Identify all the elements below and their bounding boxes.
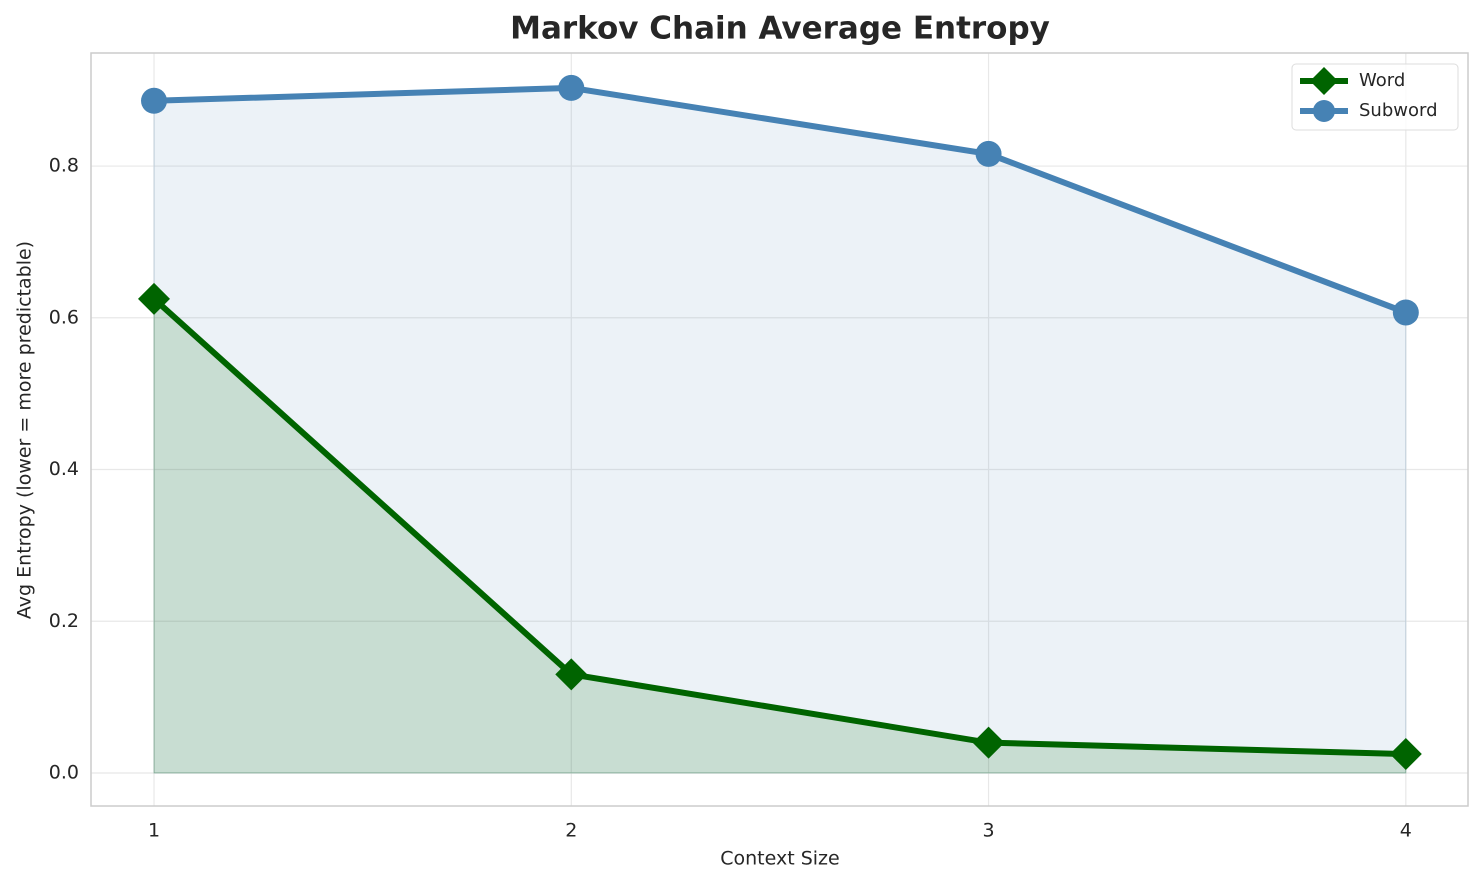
x-tick-label: 2 (565, 820, 577, 842)
plot-frame (90, 52, 1469, 807)
marker (1310, 67, 1338, 95)
marker (1313, 100, 1335, 122)
y-tick-label: 0.6 (49, 306, 79, 328)
legend-label: Word (1359, 70, 1405, 91)
marker (558, 74, 585, 101)
marker (1389, 738, 1422, 771)
marker (555, 658, 588, 691)
legend-label: Subword (1359, 100, 1438, 121)
y-tick-label: 0.2 (49, 610, 79, 632)
line (153, 84, 1407, 316)
x-axis-label: Context Size (720, 848, 839, 870)
y-tick-label: 0.4 (49, 458, 79, 480)
marker (972, 726, 1005, 759)
line (152, 296, 1406, 758)
marker (141, 87, 168, 114)
marker (138, 282, 171, 315)
x-tick-label: 3 (983, 820, 995, 842)
y-axis-label: Avg Entropy (lower = more predictable) (14, 241, 36, 619)
marker (975, 140, 1002, 167)
x-tick-label: 1 (148, 820, 160, 842)
y-tick-label: 0.0 (49, 761, 79, 783)
y-tick-label: 0.8 (49, 155, 79, 177)
marker (1392, 299, 1419, 326)
x-tick-label: 4 (1400, 820, 1412, 842)
chart-title: Markov Chain Average Entropy (510, 11, 1050, 47)
